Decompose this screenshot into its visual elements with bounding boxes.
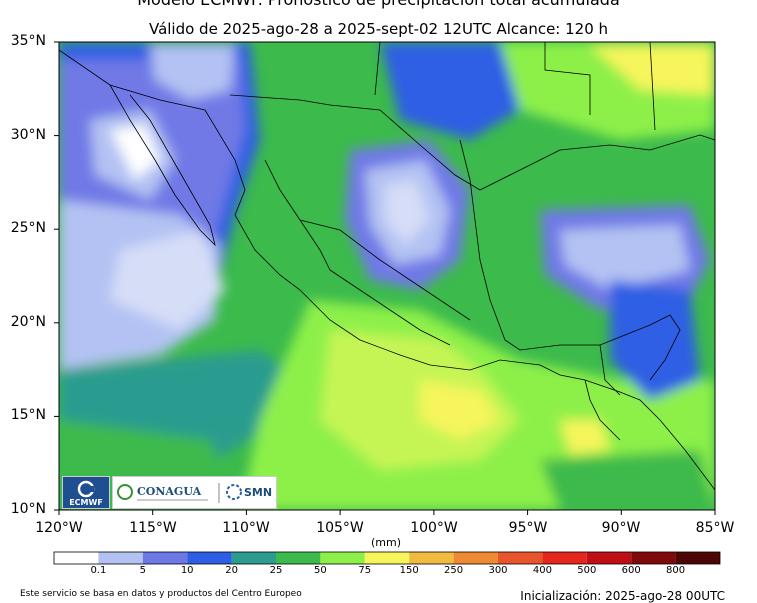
colorbar-tick-label: 75	[358, 565, 372, 576]
lat-label-15: 15°N	[10, 407, 46, 423]
conagua-smn-logo: CONAGUA SMN	[112, 476, 277, 509]
ecmwf-logo-text: ECMWF	[69, 498, 103, 507]
colorbar-tick-label: 150	[399, 565, 419, 576]
lat-label-35: 35°N	[10, 33, 46, 49]
colorbar-segment	[364, 552, 410, 564]
colorbar-segment	[409, 552, 454, 564]
colorbar-segment	[675, 552, 720, 564]
lon-label-95: 95°W	[508, 520, 548, 536]
lat-label-30: 30°N	[10, 127, 46, 143]
colorbar-tick-label: 20	[225, 565, 238, 576]
colorbar-tick-label: 0.1	[90, 565, 107, 576]
colorbar-tick-label: 600	[621, 565, 641, 576]
colorbar-tick-label: 5	[139, 565, 146, 576]
ecmwf-logo: ECMWF	[62, 476, 110, 509]
colorbar-segment	[453, 552, 498, 564]
colorbar-tick-label: 10	[180, 565, 194, 576]
footer-initialization: Inicialización: 2025-ago-28 00UTC	[520, 589, 725, 603]
precipitation-field	[59, 42, 715, 510]
colorbar-frame	[53, 551, 721, 565]
footer-credit: Este servicio se basa en datos y product…	[20, 589, 302, 599]
colorbar	[53, 551, 721, 565]
lon-label-120: 120°W	[35, 520, 83, 536]
lon-label-90: 90°W	[601, 520, 641, 536]
conagua-smn-logo-icon: CONAGUA SMN	[117, 483, 272, 503]
map-title: Modelo ECMWF. Pronóstico de precipitació…	[0, 0, 757, 9]
colorbar-segment	[231, 552, 276, 564]
colorbar-segment	[631, 552, 676, 564]
colorbar-tick-label: 50	[314, 565, 327, 576]
colorbar-segment	[98, 552, 143, 564]
colorbar-tick-label: 25	[269, 565, 283, 576]
lon-label-105: 105°W	[316, 520, 364, 536]
axis-ticks	[54, 41, 716, 515]
coastlines	[59, 42, 715, 491]
lon-label-110: 110°W	[222, 520, 270, 536]
lon-label-85: 85°W	[695, 520, 735, 536]
colorbar-tick-label: 300	[488, 565, 508, 576]
lon-label-100: 100°W	[410, 520, 458, 536]
colorbar-unit: (mm)	[371, 536, 402, 549]
colorbar-segment	[320, 552, 365, 564]
ecmwf-logo-icon: ECMWF	[63, 477, 109, 508]
colorbar-tick-label: 250	[444, 565, 464, 576]
colorbar-segment	[54, 552, 99, 564]
colorbar-segment	[187, 552, 232, 564]
colorbar-tick-label: 800	[666, 565, 686, 576]
colorbar-segment	[542, 552, 587, 564]
colorbar-segment	[586, 552, 632, 564]
map-subtitle: Válido de 2025-ago-28 a 2025-sept-02 12U…	[148, 20, 609, 38]
lon-label-115: 115°W	[129, 520, 177, 536]
lat-label-25: 25°N	[10, 220, 46, 236]
colorbar-tick-label: 500	[577, 565, 597, 576]
lat-label-20: 20°N	[10, 314, 46, 330]
colorbar-segment	[142, 552, 188, 564]
colorbar-segment	[498, 552, 543, 564]
conagua-logo-text: CONAGUA	[137, 485, 202, 498]
colorbar-segment	[276, 552, 321, 564]
smn-logo-text: SMN	[244, 486, 272, 499]
lat-label-10: 10°N	[10, 501, 46, 517]
colorbar-tick-label: 400	[532, 565, 552, 576]
